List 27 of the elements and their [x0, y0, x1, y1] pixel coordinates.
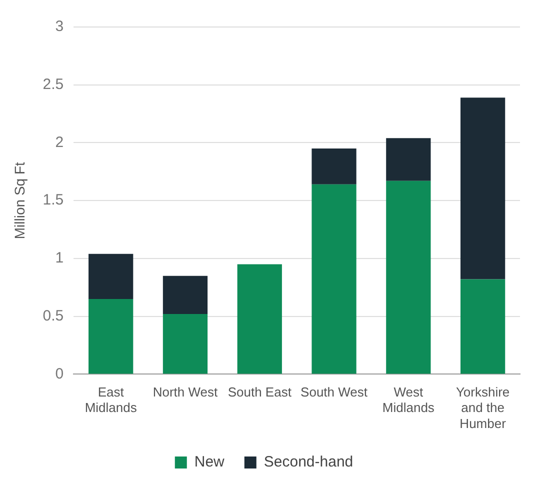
x-tick-label: South East	[228, 384, 292, 400]
x-tick-label: South West	[300, 384, 368, 400]
y-tick-label: 1.5	[42, 192, 64, 209]
y-axis-title: Million Sq Ft	[11, 162, 28, 240]
bar	[88, 298, 134, 374]
bar	[386, 180, 431, 374]
y-tick-label: 0	[55, 365, 64, 382]
bar	[312, 184, 356, 374]
y-tick-label: 0.5	[42, 307, 64, 324]
bar	[162, 276, 208, 314]
bar	[386, 138, 431, 181]
y-tick-label: 1	[55, 250, 64, 267]
bar	[460, 279, 506, 374]
legend-label: New	[194, 454, 225, 471]
y-tick-label: 3	[55, 18, 64, 36]
bar	[312, 148, 356, 184]
bar	[237, 264, 282, 374]
bar	[460, 98, 506, 280]
y-tick-label: 2.5	[42, 76, 64, 94]
x-tick-label: East Midlands	[84, 384, 138, 416]
x-tick-label: West Midlands	[382, 384, 435, 416]
x-tick-label: Yorkshire and the Humber	[456, 384, 510, 431]
x-tick-label: North West	[152, 384, 218, 400]
legend-label: Second-hand	[264, 454, 354, 471]
y-tick-label: 2	[55, 134, 64, 151]
bar	[162, 314, 208, 374]
bar	[88, 254, 134, 299]
